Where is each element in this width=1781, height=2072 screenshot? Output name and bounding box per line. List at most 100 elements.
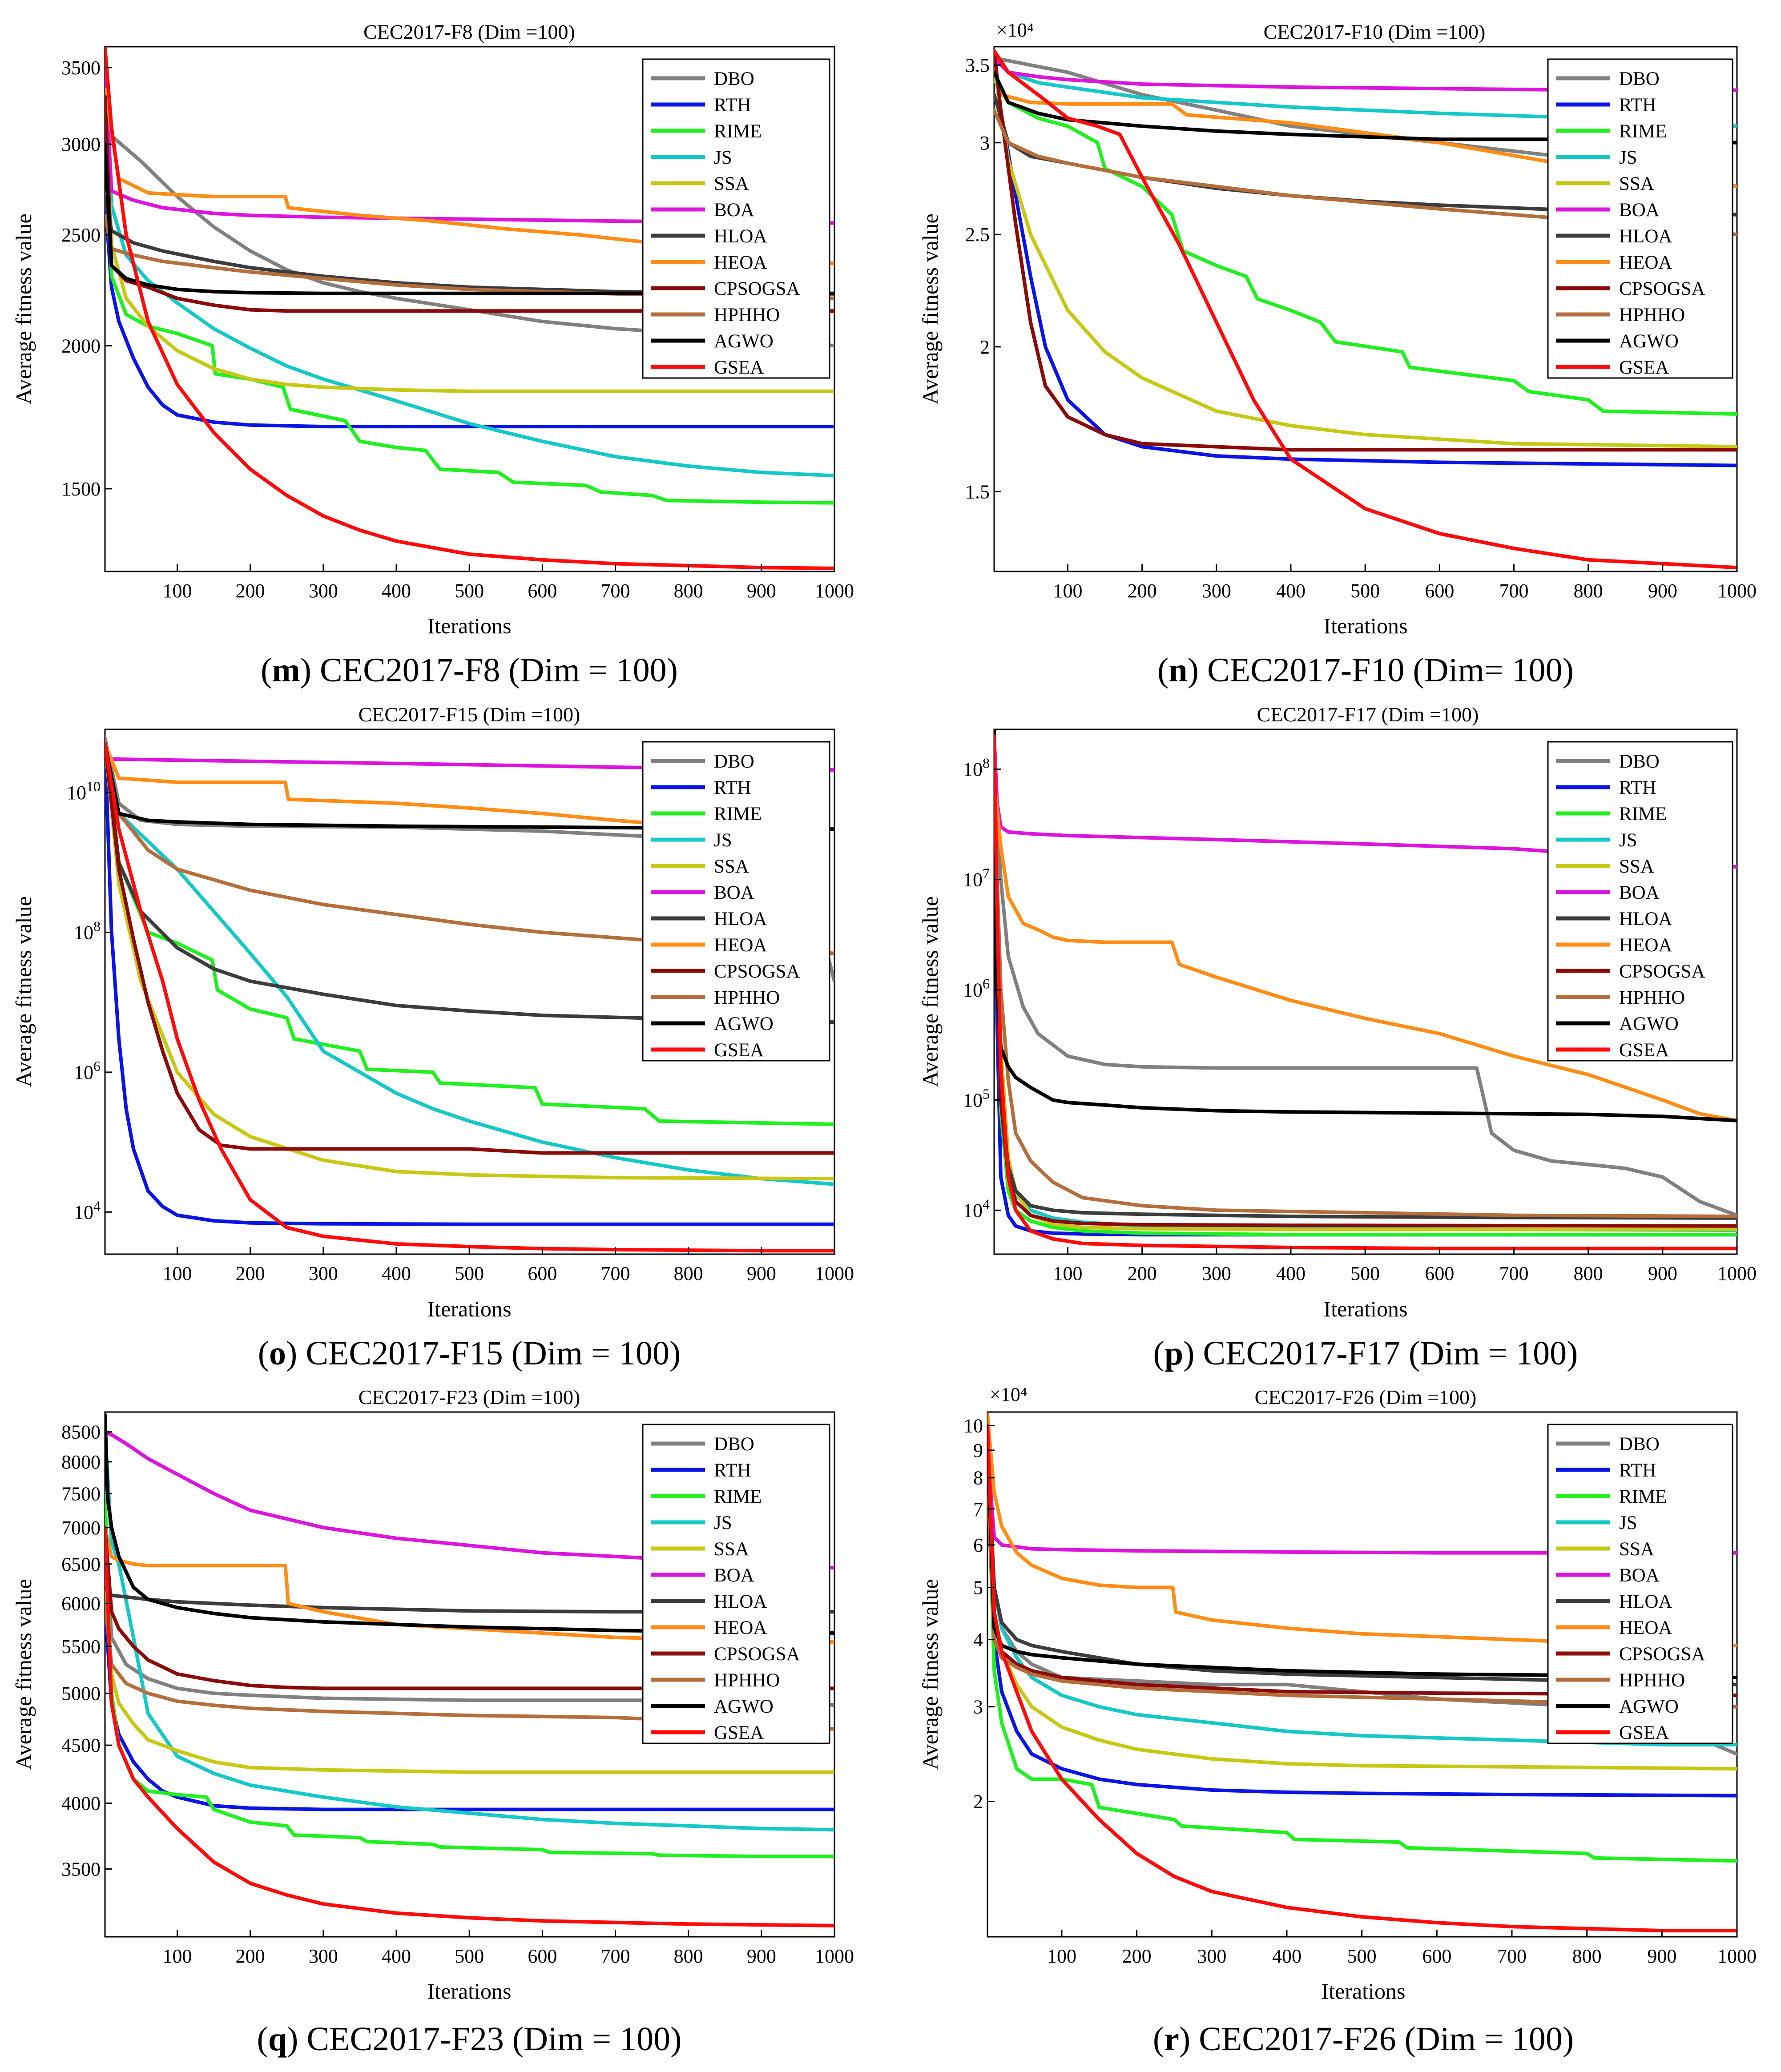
legend-label-hloa: HLOA [714, 909, 767, 929]
y-tick-label: 10 [963, 1415, 983, 1437]
caption-letter: m [272, 652, 300, 689]
legend-label-agwo: AGWO [1619, 1696, 1679, 1717]
legend-label-hloa: HLOA [1619, 226, 1672, 247]
x-tick-label: 600 [1425, 580, 1454, 602]
x-tick-label: 100 [1053, 580, 1082, 602]
series-rth-line [987, 1476, 1737, 1798]
y-tick-label: 8000 [61, 1451, 101, 1473]
y-tick-label: 108 [74, 918, 101, 943]
y-tick-label: 107 [963, 865, 990, 891]
y-tick-label: 2000 [61, 335, 101, 357]
legend-label-js: JS [714, 1513, 732, 1533]
legend-box [1547, 741, 1733, 1062]
legend-label-js: JS [1619, 147, 1637, 168]
axis-ticks: 100 200 300 400 500 600 700 800 900 1000 1.5 2 2.5 3 3… [965, 54, 1757, 602]
x-tick-label: 400 [1276, 580, 1306, 602]
legend-label-agwo: AGWO [714, 331, 774, 352]
x-tick-label: 700 [1499, 1263, 1528, 1284]
legend: DBO RTH RIME JS SSA BOA HLOA HEOA CPSOGSA HPHHO AG… [1547, 741, 1733, 1062]
series-heoa-line [987, 1412, 1737, 1647]
series-agwo-line [105, 742, 834, 831]
y-tick-label: 3500 [61, 1859, 101, 1880]
legend-label-rth: RTH [714, 777, 751, 798]
legend: DBO RTH RIME JS SSA BOA HLOA HEOA CPSOGSA HPHHO AG… [642, 58, 830, 379]
series-cpsogsa-line [994, 49, 1737, 452]
x-tick-label: 700 [1499, 580, 1528, 602]
y-tick-label: 1.5 [965, 481, 990, 503]
x-tick-label: 300 [309, 1263, 338, 1284]
x-tick-label: 900 [1648, 580, 1677, 602]
x-tick-label: 500 [1350, 580, 1380, 602]
caption-letter: p [1164, 1335, 1183, 1372]
panel-caption: (m) CEC2017-F8 (Dim = 100) [261, 652, 678, 689]
x-tick-label: 200 [236, 1945, 265, 1967]
legend-label-js: JS [1619, 830, 1637, 851]
y-tick-label: 4500 [61, 1734, 101, 1756]
series-hloa-line [994, 93, 1737, 217]
caption-text: CEC2017-F23 (Dim = 100) [298, 2020, 681, 2058]
series-cpsogsa-line [105, 1525, 834, 1690]
panel-caption: (n) CEC2017-F10 (Dim= 100) [1157, 652, 1574, 689]
x-tick-label: 500 [1347, 1945, 1377, 1967]
series-hphho-line [105, 213, 834, 300]
legend-label-gsea: GSEA [1619, 1722, 1669, 1743]
x-tick-label: 300 [309, 580, 338, 602]
legend-label-js: JS [1619, 1513, 1637, 1533]
y-tick-label: 1500 [61, 478, 101, 500]
panel-o: CEC2017-F15 (Dim =100) 100 200 300 400 500 60… [11, 703, 854, 1372]
caption-text: CEC2017-F26 (Dim = 100) [1190, 2020, 1574, 2058]
legend-label-rime: RIME [1619, 1486, 1667, 1507]
x-tick-label: 600 [1422, 1945, 1451, 1967]
y-tick-label: 2 [980, 336, 990, 358]
y-tick-label: 5 [973, 1577, 983, 1599]
y-tick-label: 6 [973, 1534, 983, 1556]
legend-label-ssa: SSA [1619, 173, 1654, 194]
caption-text: CEC2017-F15 (Dim = 100) [297, 1335, 681, 1372]
x-tick-label: 1000 [815, 1945, 854, 1967]
y-tick-label: 106 [963, 976, 990, 1001]
y-tick-label: 6000 [61, 1593, 101, 1615]
x-tick-label: 300 [1202, 580, 1231, 602]
y-tick-label: 2500 [61, 224, 101, 246]
series-gsea-line [994, 49, 1737, 570]
x-tick-label: 100 [1047, 1945, 1076, 1967]
y-tick-label: 2.5 [965, 224, 990, 245]
y-tick-label: 5500 [61, 1636, 101, 1658]
x-tick-label: 400 [382, 1263, 411, 1284]
panel-r: CEC2017-F26 (Dim =100) 100 200 300 400 500 60… [918, 1384, 1757, 2058]
y-tick-label: 7 [973, 1498, 983, 1520]
plot-lines [105, 1413, 834, 1927]
legend-label-cpsogsa: CPSOGSA [1619, 961, 1705, 982]
series-boa-line [987, 1448, 1737, 1555]
x-axis-label: Iterations [1322, 1979, 1406, 2004]
legend-label-cpsogsa: CPSOGSA [1619, 278, 1705, 299]
x-tick-label: 100 [163, 580, 192, 602]
legend-label-boa: BOA [714, 200, 754, 221]
y-tick-label: 7000 [61, 1517, 101, 1539]
x-tick-label: 900 [1648, 1263, 1677, 1284]
legend-label-cpsogsa: CPSOGSA [1619, 1644, 1705, 1665]
legend-label-ssa: SSA [1619, 1539, 1654, 1560]
y-tick-label: 104 [74, 1198, 101, 1223]
y-tick-label: 4000 [61, 1793, 101, 1815]
x-tick-label: 100 [163, 1945, 192, 1967]
panel-caption: (r) CEC2017-F26 (Dim = 100) [1153, 2020, 1574, 2058]
legend-box [642, 741, 830, 1062]
legend-label-cpsogsa: CPSOGSA [714, 961, 800, 982]
y-axis-label: Average fitness value [11, 213, 36, 404]
x-tick-label: 100 [163, 1263, 192, 1284]
legend-label-heoa: HEOA [714, 935, 767, 956]
x-tick-label: 400 [382, 580, 411, 602]
series-rth-line [105, 742, 834, 1226]
x-tick-label: 1000 [1717, 1945, 1757, 1967]
series-hphho-line [994, 108, 1737, 237]
y-tick-label: 108 [963, 755, 990, 781]
x-tick-label: 800 [1574, 580, 1603, 602]
legend-label-boa: BOA [714, 1565, 754, 1586]
panel-n: CEC2017-F10 (Dim =100) 100 200 300 400 500 60… [918, 19, 1757, 689]
legend-label-heoa: HEOA [1619, 252, 1672, 273]
legend-label-hphho: HPHHO [714, 1670, 780, 1691]
x-tick-label: 600 [528, 1263, 557, 1284]
legend-label-agwo: AGWO [714, 1014, 774, 1034]
